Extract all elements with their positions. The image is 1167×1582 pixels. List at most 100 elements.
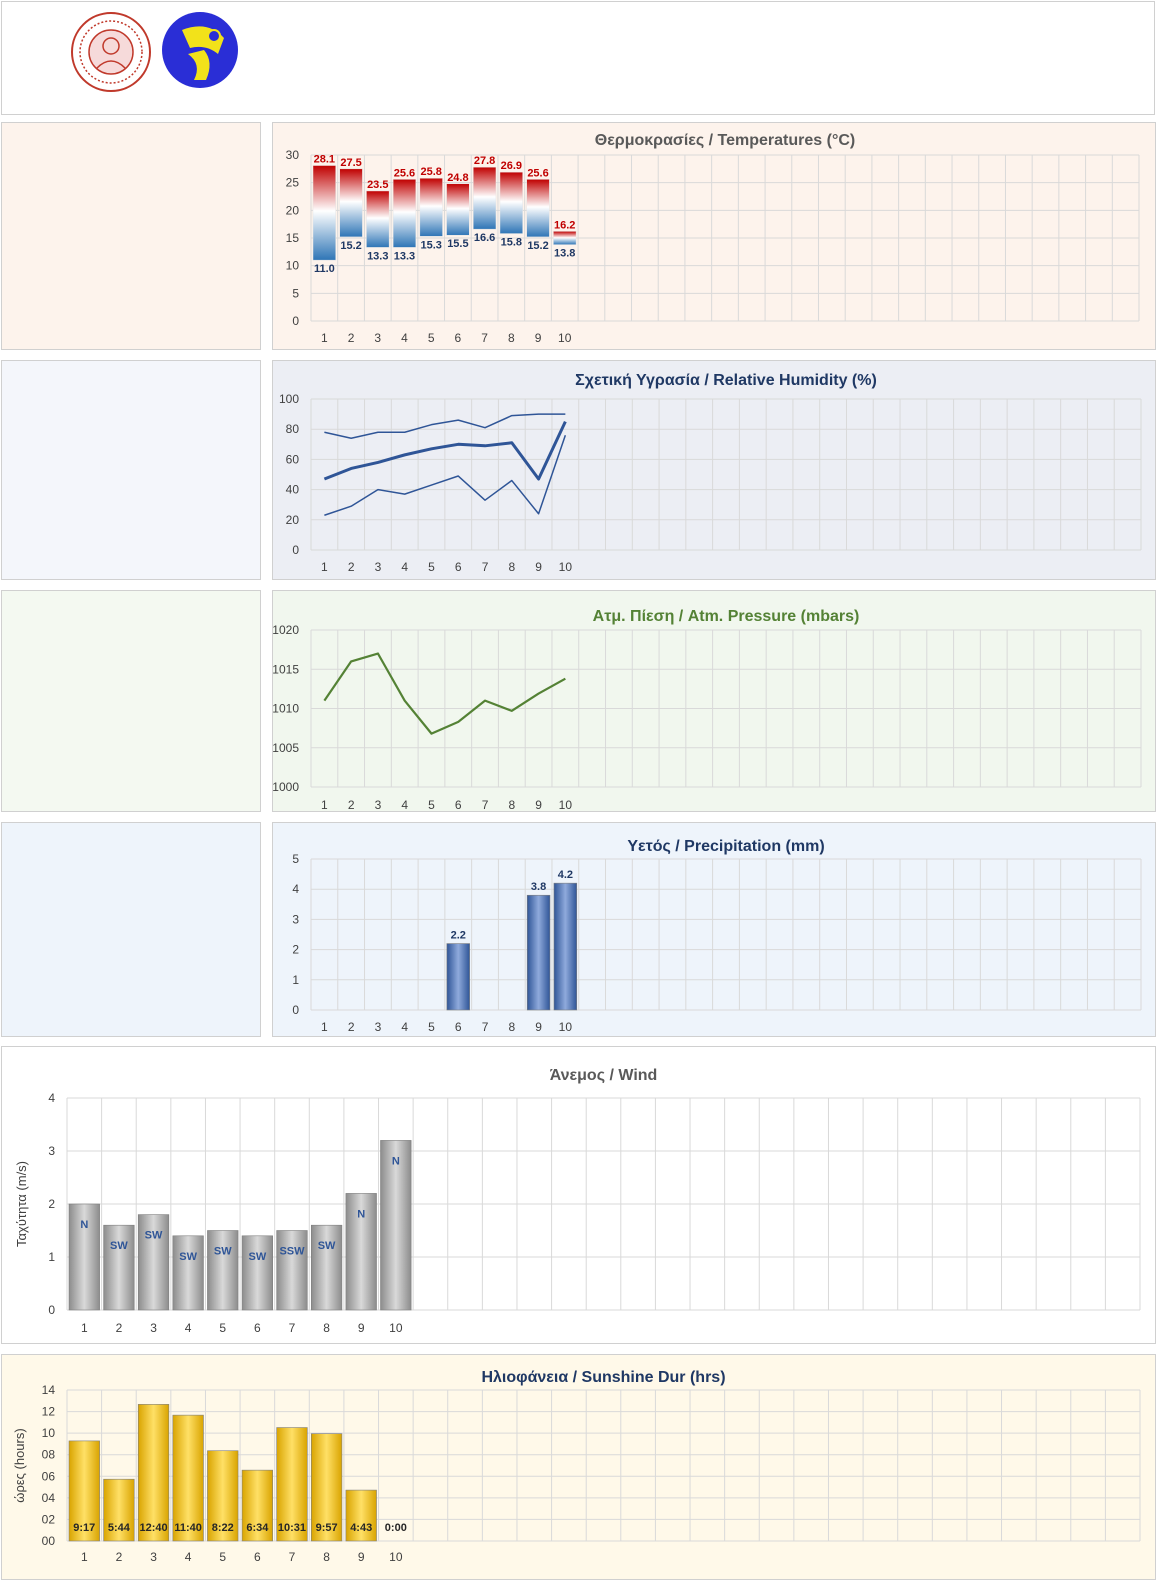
bar-value-label: 10:31 <box>278 1522 306 1534</box>
y-tick-label: 30 <box>286 148 300 162</box>
x-tick-label: 7 <box>289 1550 296 1564</box>
bar-value-label: SW <box>214 1246 232 1258</box>
x-tick-label: 2 <box>348 798 355 811</box>
bar-value-label: 5:44 <box>108 1522 131 1534</box>
y-tick-label: 40 <box>286 483 300 497</box>
x-tick-label: 1 <box>321 798 328 811</box>
min-temp-label: 15.3 <box>420 239 441 251</box>
bar-value-label: 0:00 <box>385 1522 407 1534</box>
temperature-range-bar <box>473 166 497 230</box>
temperature-range-bar <box>499 171 523 234</box>
bar-value-label: 9:17 <box>73 1522 95 1534</box>
y-tick-label: 20 <box>286 203 300 217</box>
y-tick-label: 20 <box>286 513 300 527</box>
y-tick-label: 2 <box>48 1197 55 1211</box>
min-temp-label: 15.5 <box>447 238 468 250</box>
max-temp-label: 25.8 <box>420 166 441 178</box>
bar <box>241 1235 273 1311</box>
bar <box>68 1203 100 1311</box>
x-tick-label: 9 <box>535 331 542 345</box>
bar-value-label: SSW <box>279 1246 305 1258</box>
university-seal-logo <box>71 12 151 92</box>
bar-value-label: SW <box>318 1240 336 1252</box>
bar-value-label: 9:57 <box>316 1522 338 1534</box>
bar-value-label: N <box>80 1219 88 1231</box>
humidity-side-panel <box>1 360 261 580</box>
precipitation-chart: Υετός / Precipitation (mm) 0 1 2 3 4 5 1 2 3 4 5 6 7 8… <box>292 838 1142 1034</box>
bar <box>137 1214 170 1311</box>
min-temp-label: 16.6 <box>474 232 495 244</box>
y-tick-label: 14 <box>42 1383 56 1397</box>
temperature-range-bar <box>419 177 443 237</box>
x-tick-label: 1 <box>321 560 328 574</box>
chart-title: Υετός / Precipitation (mm) <box>627 838 824 855</box>
x-tick-label: 1 <box>321 331 328 345</box>
bar <box>310 1433 343 1542</box>
bar-value-label: N <box>392 1155 400 1167</box>
humidity-mean-line <box>323 421 567 481</box>
humidity-min-line <box>324 434 567 516</box>
x-tick-label: 5 <box>219 1550 226 1564</box>
x-tick-label: 6 <box>455 560 462 574</box>
bar-value-label: 4.2 <box>558 869 573 881</box>
y-tick-label: 0 <box>292 314 299 328</box>
humidity-chart-panel: Σχετική Υγρασία / Relative Humidity (%) 0… <box>272 360 1156 580</box>
y-axis-label: ώρες (hours) <box>12 1428 27 1502</box>
bar <box>310 1224 343 1311</box>
y-tick-label: 0 <box>292 543 299 557</box>
temperature-range-bar <box>392 179 417 248</box>
x-tick-label: 7 <box>482 1020 489 1034</box>
chart-title: Θερμοκρασίες / Temperatures (°C) <box>595 132 855 149</box>
pressure-chart: Ατμ. Πίεση / Atm. Pressure (mbars) 1000 10… <box>273 608 1142 811</box>
x-tick-label: 9 <box>358 1550 365 1564</box>
max-temp-label: 27.5 <box>340 157 361 169</box>
y-tick-label: 06 <box>42 1469 56 1483</box>
bar-value-label: 4:43 <box>350 1522 372 1534</box>
max-temp-label: 24.8 <box>447 172 468 184</box>
y-tick-label: 60 <box>286 452 300 466</box>
wind-chart: Άνεμος / Wind 0 1 2 3 4 1 2 3 4 5 6 7 8 9 10 Ταχύτητα (m… <box>14 1067 1141 1335</box>
y-tick-label: 1010 <box>273 702 299 716</box>
x-tick-label: 9 <box>358 1321 365 1335</box>
y-tick-label: 4 <box>48 1091 55 1105</box>
x-tick-label: 7 <box>289 1321 296 1335</box>
min-temp-label: 13.3 <box>367 250 388 262</box>
x-tick-label: 6 <box>254 1321 261 1335</box>
x-tick-label: 10 <box>559 1020 573 1034</box>
bar-value-label: 11:40 <box>174 1522 202 1534</box>
y-axis-label: Ταχύτητα (m/s) <box>14 1161 29 1247</box>
bar-value-label: 3.8 <box>531 881 546 893</box>
y-tick-label: 5 <box>292 852 299 866</box>
x-tick-label: 3 <box>375 1020 382 1034</box>
x-tick-label: 3 <box>374 331 381 345</box>
min-temp-label: 15.2 <box>340 240 361 252</box>
max-temp-label: 23.5 <box>367 179 388 191</box>
y-tick-label: 4 <box>292 882 299 896</box>
x-tick-label: 1 <box>321 1020 328 1034</box>
y-tick-label: 0 <box>48 1303 55 1317</box>
bar-value-label: 8:22 <box>212 1522 234 1534</box>
temperature-range-bar <box>312 165 336 261</box>
chart-title: Ατμ. Πίεση / Atm. Pressure (mbars) <box>593 608 860 625</box>
x-tick-label: 4 <box>185 1321 192 1335</box>
temperature-chart: Θερμοκρασίες / Temperatures (°C)05101520… <box>286 132 1140 345</box>
bar <box>68 1440 100 1542</box>
temperature-side-panel <box>1 122 261 350</box>
x-tick-label: 8 <box>323 1550 330 1564</box>
x-tick-label: 2 <box>348 560 355 574</box>
bar-value-label: SW <box>145 1230 163 1242</box>
x-tick-label: 10 <box>559 798 573 811</box>
wind-chart-panel: Άνεμος / Wind 0 1 2 3 4 1 2 3 4 5 6 7 8 9 10 Ταχύτητα (m… <box>1 1046 1156 1344</box>
sunshine-chart-panel: Ηλιοφάνεια / Sunshine Dur (hrs) 00 02 04 06 0… <box>1 1354 1156 1580</box>
bar-value-label: 2.2 <box>451 930 466 942</box>
y-tick-label: 3 <box>48 1144 55 1158</box>
x-tick-label: 4 <box>401 331 408 345</box>
temperature-range-bar <box>526 179 550 238</box>
y-tick-label: 0 <box>292 1003 299 1017</box>
y-tick-label: 02 <box>42 1512 56 1526</box>
y-tick-label: 80 <box>286 422 300 436</box>
x-tick-label: 10 <box>389 1321 403 1335</box>
min-temp-label: 15.2 <box>527 240 548 252</box>
humidity-chart: Σχετική Υγρασία / Relative Humidity (%) 0… <box>279 372 1142 574</box>
temperature-range-bar <box>446 183 470 236</box>
